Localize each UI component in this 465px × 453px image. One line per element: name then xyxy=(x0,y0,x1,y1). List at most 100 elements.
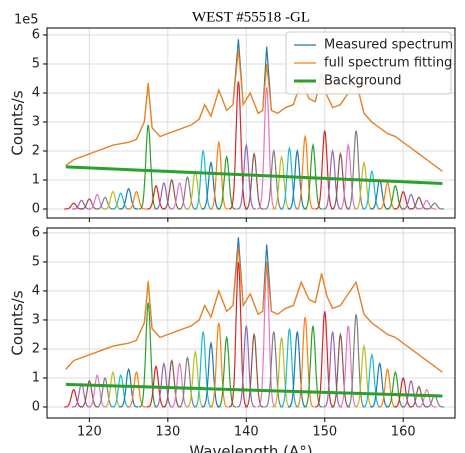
y-tick-label: 5 xyxy=(32,56,40,71)
chart-title: WEST #55518 -GL xyxy=(192,9,310,25)
y-axis-label: Counts/s xyxy=(9,90,27,155)
component-peak xyxy=(138,302,158,408)
component-peak xyxy=(287,148,307,210)
component-peak xyxy=(409,196,429,210)
component-peak xyxy=(127,190,146,210)
component-peak xyxy=(162,359,182,408)
component-peak xyxy=(154,361,174,408)
x-tick-label: 160 xyxy=(391,425,416,440)
component-peak xyxy=(178,175,197,210)
component-peak xyxy=(87,373,107,408)
y-offset: 1e5 xyxy=(14,13,39,28)
component-peak xyxy=(331,152,350,210)
y-tick-label: 4 xyxy=(32,85,40,100)
component-peak xyxy=(193,149,213,210)
axes-frame xyxy=(46,27,456,219)
component-peak xyxy=(417,199,437,210)
x-axis-label: Wavelength (A°) xyxy=(189,443,312,453)
component-peak xyxy=(264,331,284,408)
component-peak xyxy=(287,331,307,408)
component-peak xyxy=(417,388,437,408)
component-peak xyxy=(330,332,350,408)
legend-label: full spectrum fitting xyxy=(324,56,452,71)
component-peak xyxy=(272,154,291,210)
component-peak xyxy=(119,367,139,408)
component-peak xyxy=(111,373,131,408)
component-peak xyxy=(185,349,205,408)
component-peak xyxy=(338,325,358,408)
component-peak xyxy=(193,331,213,408)
x-tick-label: 120 xyxy=(77,425,102,440)
component-peak xyxy=(170,181,189,210)
component-peak xyxy=(87,193,107,210)
component-peak xyxy=(303,142,323,210)
component-peak xyxy=(154,181,174,210)
component-peak xyxy=(64,202,84,210)
component-peak xyxy=(64,388,84,408)
component-peak xyxy=(378,367,397,408)
component-peak xyxy=(138,124,158,210)
y-tick-label: 3 xyxy=(32,312,40,327)
component-peak xyxy=(386,184,405,210)
component-peak xyxy=(236,325,256,408)
component-peak xyxy=(209,140,229,210)
component-peak xyxy=(401,379,421,408)
component-peak xyxy=(185,169,205,210)
y-tick-label: 5 xyxy=(32,254,40,269)
component-peak xyxy=(162,178,182,210)
y-tick-label: 1 xyxy=(32,370,40,385)
component-peak xyxy=(401,193,421,210)
x-tick-label: 140 xyxy=(234,425,259,440)
component-peak xyxy=(80,379,99,408)
component-peak xyxy=(95,196,115,210)
component-peak xyxy=(264,149,284,210)
component-peak xyxy=(362,353,382,408)
component-peak xyxy=(126,370,146,408)
component-peak xyxy=(103,370,123,408)
series-line xyxy=(65,247,443,373)
component-peak xyxy=(323,148,342,210)
y-tick-label: 2 xyxy=(32,143,40,158)
component-peak xyxy=(362,169,382,210)
component-peak xyxy=(303,325,323,408)
component-peak xyxy=(315,130,335,210)
component-peak xyxy=(257,87,277,210)
component-peak xyxy=(370,361,390,408)
component-peak xyxy=(146,364,166,408)
component-peak xyxy=(378,181,397,210)
component-peak xyxy=(272,337,292,408)
component-peak xyxy=(228,261,248,408)
component-peak xyxy=(295,316,315,408)
component-peak xyxy=(346,314,366,408)
component-peak xyxy=(119,187,138,210)
y-tick-label: 4 xyxy=(32,283,40,298)
component-peak xyxy=(228,81,248,210)
component-peak xyxy=(236,142,256,210)
component-peak xyxy=(279,328,299,408)
component-peak xyxy=(146,184,166,210)
component-peak xyxy=(209,322,229,408)
component-peak xyxy=(354,343,374,408)
component-peak xyxy=(295,134,315,210)
y-tick-label: 6 xyxy=(32,225,40,240)
component-peak xyxy=(170,361,190,408)
component-peak xyxy=(177,356,197,408)
component-peak xyxy=(201,340,221,408)
y-tick-label: 1 xyxy=(32,173,40,188)
series-line xyxy=(65,49,443,172)
series-line xyxy=(65,382,443,398)
component-peak xyxy=(315,311,335,408)
component-peak xyxy=(338,142,358,210)
component-peak xyxy=(354,160,374,210)
y-tick-label: 2 xyxy=(32,341,40,356)
component-peak xyxy=(385,370,405,408)
component-peak xyxy=(393,376,413,408)
component-peak xyxy=(280,146,299,210)
legend-label: Measured spectrum xyxy=(324,38,453,53)
plot-area xyxy=(64,237,444,408)
component-peak xyxy=(217,335,237,408)
y-tick-label: 3 xyxy=(32,114,40,129)
plot-area xyxy=(64,39,444,210)
y-tick-label: 6 xyxy=(32,27,40,42)
